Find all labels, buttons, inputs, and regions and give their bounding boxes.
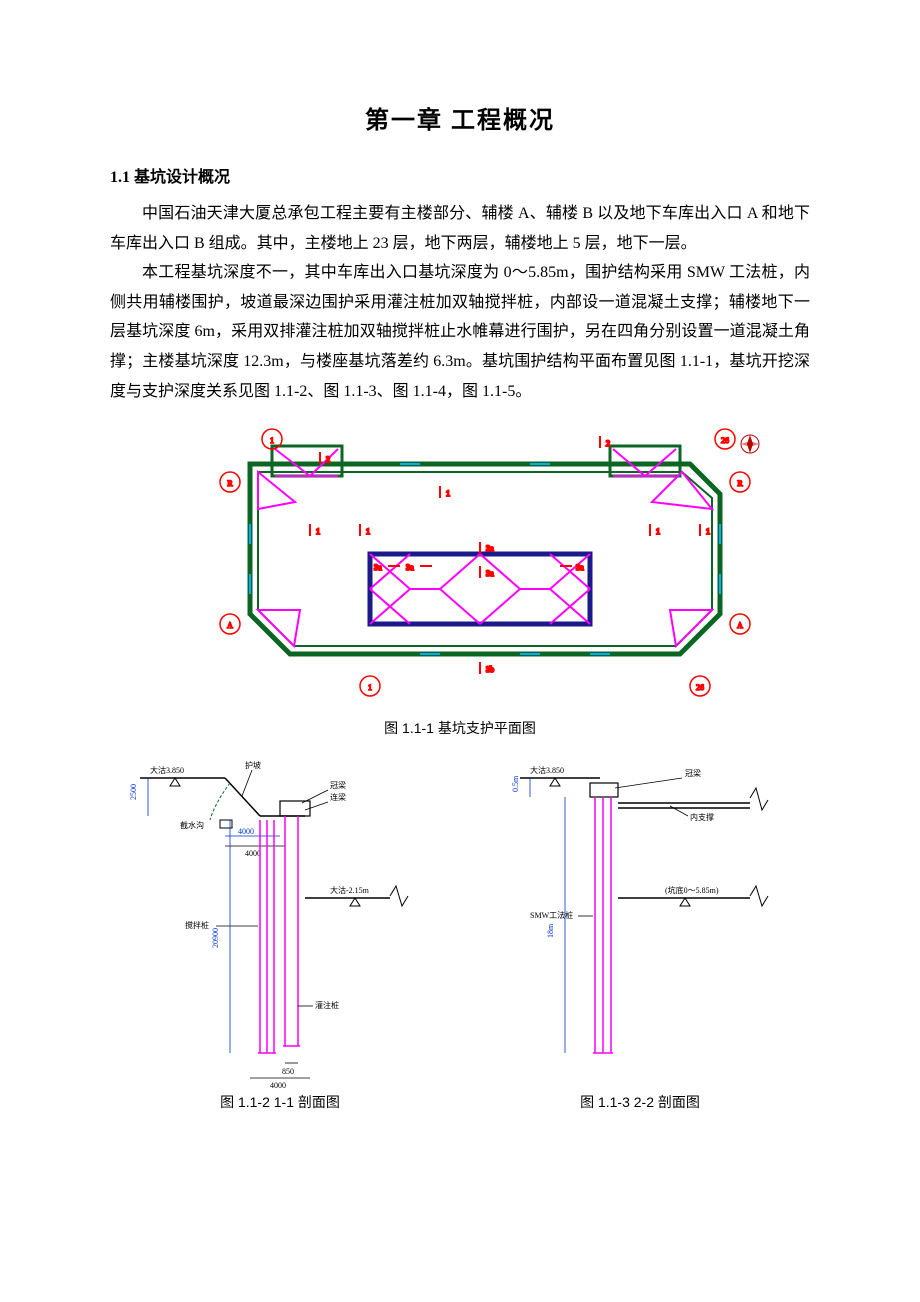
section-title: 基坑设计概况 <box>134 169 230 186</box>
svg-text:SMW工法桩: SMW工法桩 <box>530 910 573 920</box>
svg-text:大沽3.850: 大沽3.850 <box>530 765 564 775</box>
figure-1-container: 1 26 R R A A 1 26 1 1 1 1 1 2 2 3a 3a 3a… <box>110 414 810 738</box>
svg-text:3b: 3b <box>486 665 494 674</box>
svg-text:18m: 18m <box>546 923 555 938</box>
figure-2-col: 大沽3.850 护坡 冠梁 连梁 截水沟 2500 4000 <box>110 748 450 1112</box>
svg-text:4000: 4000 <box>245 849 261 858</box>
figure-1-caption: 图 1.1-1 基坑支护平面图 <box>110 718 810 738</box>
svg-text:内支撑: 内支撑 <box>690 812 714 822</box>
svg-text:3a: 3a <box>374 563 382 572</box>
svg-text:20900: 20900 <box>211 928 220 948</box>
svg-text:(坑底0～5.85m): (坑底0～5.85m) <box>665 885 719 895</box>
svg-text:4000: 4000 <box>270 1081 286 1088</box>
figure-3-caption: 图 1.1-3 2-2 剖面图 <box>580 1092 700 1112</box>
paragraph-1: 中国石油天津大厦总承包工程主要有主楼部分、辅楼 A、辅楼 B 以及地下车库出入口… <box>110 199 810 258</box>
svg-text:3a: 3a <box>486 544 494 553</box>
section-number: 1.1 <box>110 169 130 186</box>
svg-text:冠梁: 冠梁 <box>330 781 346 790</box>
svg-text:1: 1 <box>368 683 372 692</box>
chapter-title: 第一章 工程概况 <box>110 100 810 135</box>
svg-text:护坡: 护坡 <box>245 760 261 770</box>
svg-text:3a: 3a <box>486 569 494 578</box>
svg-text:1: 1 <box>316 527 320 536</box>
svg-text:1: 1 <box>706 527 710 536</box>
svg-text:R: R <box>737 479 743 488</box>
svg-text:3a: 3a <box>576 563 584 572</box>
svg-text:大沽-2.15m: 大沽-2.15m <box>330 885 370 895</box>
svg-text:A: A <box>737 621 743 630</box>
svg-text:1: 1 <box>270 436 274 445</box>
svg-text:1: 1 <box>446 489 450 498</box>
svg-text:1: 1 <box>366 527 370 536</box>
svg-text:4000: 4000 <box>238 827 254 836</box>
svg-text:截水沟: 截水沟 <box>180 820 204 830</box>
section-diagrams-row: 大沽3.850 护坡 冠梁 连梁 截水沟 2500 4000 <box>110 748 810 1112</box>
svg-text:2: 2 <box>326 455 330 464</box>
svg-text:2500: 2500 <box>130 784 138 800</box>
section-2-2-diagram: 大沽3.850 冠梁 0.5m 内支撑 (坑底 <box>490 748 790 1088</box>
svg-text:0.5m: 0.5m <box>511 775 520 792</box>
svg-text:大沽3.850: 大沽3.850 <box>150 765 184 775</box>
paragraph-2: 本工程基坑深度不一，其中车库出入口基坑深度为 0～5.85m，围护结构采用 SM… <box>110 258 810 406</box>
svg-text:搅拌桩: 搅拌桩 <box>185 920 209 930</box>
svg-text:3a: 3a <box>406 563 414 572</box>
svg-text:26: 26 <box>721 436 729 445</box>
svg-text:A: A <box>227 621 233 630</box>
svg-text:连梁: 连梁 <box>330 792 346 802</box>
svg-text:灌注桩: 灌注桩 <box>315 1000 339 1010</box>
compass-icon <box>741 435 759 453</box>
section-heading: 1.1 基坑设计概况 <box>110 163 810 187</box>
section-1-1-diagram: 大沽3.850 护坡 冠梁 连梁 截水沟 2500 4000 <box>130 748 430 1088</box>
plan-diagram: 1 26 R R A A 1 26 1 1 1 1 1 2 2 3a 3a 3a… <box>160 414 760 714</box>
svg-text:850: 850 <box>282 1067 294 1076</box>
svg-text:冠梁: 冠梁 <box>685 769 701 778</box>
svg-text:1: 1 <box>656 527 660 536</box>
svg-text:26: 26 <box>696 683 704 692</box>
svg-text:R: R <box>227 479 233 488</box>
svg-text:2: 2 <box>606 439 610 448</box>
figure-3-col: 大沽3.850 冠梁 0.5m 内支撑 (坑底 <box>470 748 810 1112</box>
figure-2-caption: 图 1.1-2 1-1 剖面图 <box>220 1092 340 1112</box>
